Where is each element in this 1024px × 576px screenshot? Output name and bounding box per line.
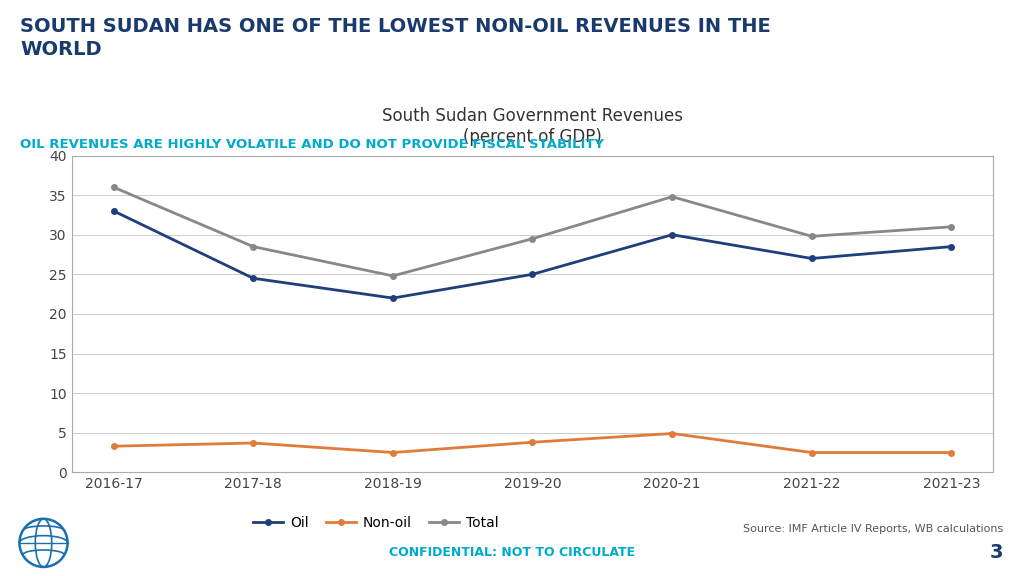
- Oil: [666, 231, 678, 238]
- Line: Non-oil: Non-oil: [111, 431, 954, 455]
- Total: [666, 194, 678, 200]
- Oil: [387, 295, 399, 302]
- Non-oil: [945, 449, 957, 456]
- Non-oil: [526, 439, 539, 446]
- Text: SOUTH SUDAN HAS ONE OF THE LOWEST NON-OIL REVENUES IN THE
WORLD: SOUTH SUDAN HAS ONE OF THE LOWEST NON-OI…: [20, 17, 771, 59]
- Legend: Oil, Non-oil, Total: Oil, Non-oil, Total: [247, 510, 505, 535]
- Line: Oil: Oil: [111, 208, 954, 301]
- Non-oil: [666, 430, 678, 437]
- Total: [945, 223, 957, 230]
- Text: CONFIDENTIAL: NOT TO CIRCULATE: CONFIDENTIAL: NOT TO CIRCULATE: [389, 547, 635, 559]
- Text: 3: 3: [990, 544, 1004, 562]
- Non-oil: [387, 449, 399, 456]
- Text: OIL REVENUES ARE HIGHLY VOLATILE AND DO NOT PROVIDE FISCAL STABILITY: OIL REVENUES ARE HIGHLY VOLATILE AND DO …: [20, 138, 604, 151]
- Oil: [108, 207, 120, 214]
- Total: [526, 235, 539, 242]
- Total: [247, 243, 259, 250]
- Oil: [526, 271, 539, 278]
- Title: South Sudan Government Revenues
(percent of GDP): South Sudan Government Revenues (percent…: [382, 107, 683, 146]
- Non-oil: [806, 449, 818, 456]
- Total: [806, 233, 818, 240]
- Line: Total: Total: [111, 184, 954, 279]
- Oil: [806, 255, 818, 262]
- Total: [387, 272, 399, 279]
- Text: Source: IMF Article IV Reports, WB calculations: Source: IMF Article IV Reports, WB calcu…: [743, 524, 1004, 534]
- Non-oil: [108, 443, 120, 450]
- Oil: [247, 275, 259, 282]
- Oil: [945, 243, 957, 250]
- Non-oil: [247, 439, 259, 446]
- Total: [108, 184, 120, 191]
